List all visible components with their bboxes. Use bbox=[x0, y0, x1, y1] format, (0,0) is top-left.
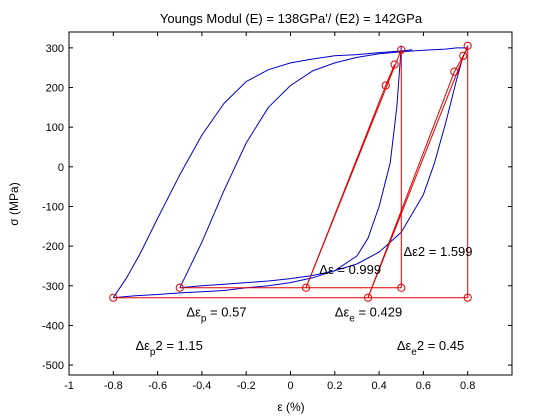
measurement-line bbox=[305, 64, 396, 288]
annotation-label: Δεe = 0.429 bbox=[335, 305, 402, 325]
data-point-marker bbox=[463, 41, 472, 50]
annotation-label: Δεp = 0.57 bbox=[186, 305, 246, 325]
x-tick-label: 0 bbox=[287, 380, 293, 392]
x-tick-label: 0.8 bbox=[460, 380, 475, 392]
y-axis-label: σ (MPa) bbox=[7, 182, 21, 225]
data-point-marker bbox=[363, 293, 373, 302]
y-tick-label: 0 bbox=[58, 162, 64, 174]
tick-layer: -1 -0.8 -0.6 -0.4 -0.2 0 0.2 0.4 0.6 0.8 -500 -400 -… bbox=[42, 32, 512, 392]
y-tick-label: 200 bbox=[46, 83, 64, 95]
x-tick-label: -0.4 bbox=[192, 380, 211, 392]
data-point-marker bbox=[301, 283, 311, 292]
x-tick-label: 0.6 bbox=[416, 380, 431, 392]
y-tick-label: -500 bbox=[42, 360, 64, 372]
x-tick-label: 0.4 bbox=[371, 380, 386, 392]
data-point-marker bbox=[463, 293, 472, 302]
series-layer bbox=[109, 41, 472, 302]
x-tick-label: -0.6 bbox=[148, 380, 167, 392]
data-point-marker bbox=[175, 283, 184, 292]
annotation-layer: Δε2 = 1.599 Δε = 0.999 Δεp = 0.57 Δεe = 0.4… bbox=[135, 244, 472, 358]
annotation-label: Δε = 0.999 bbox=[319, 262, 381, 277]
y-tick-label: -200 bbox=[42, 241, 64, 253]
data-point-marker bbox=[381, 81, 390, 90]
annotation-label: Δε2 = 1.599 bbox=[403, 244, 472, 259]
x-axis-label: ε (%) bbox=[277, 400, 304, 414]
y-tick-label: 100 bbox=[46, 122, 64, 134]
data-point-marker bbox=[397, 45, 406, 54]
annotation-label: Δεe2 = 0.45 bbox=[397, 338, 464, 358]
data-point-marker bbox=[459, 51, 468, 60]
measurement-line bbox=[367, 55, 464, 298]
data-point-marker bbox=[450, 67, 459, 76]
x-tick-label: -0.8 bbox=[104, 380, 123, 392]
annotation-label: Δεp2 = 1.15 bbox=[135, 338, 202, 358]
x-tick-label: -0.2 bbox=[237, 380, 256, 392]
y-tick-label: 300 bbox=[46, 43, 64, 55]
chart-title: Youngs Modul (E) = 138GPa'/ (E2) = 142GP… bbox=[160, 11, 423, 26]
hysteresis-curve bbox=[112, 49, 413, 298]
plot-area bbox=[68, 31, 513, 376]
hysteresis-curve bbox=[179, 47, 468, 289]
x-tick-label: 0.2 bbox=[327, 380, 342, 392]
hysteresis-curve bbox=[113, 45, 402, 299]
x-tick-label: -1 bbox=[64, 380, 74, 392]
data-point-marker bbox=[390, 60, 399, 69]
hysteresis-curve bbox=[179, 47, 469, 289]
y-tick-label: -400 bbox=[42, 320, 64, 332]
data-point-marker bbox=[109, 293, 118, 302]
y-tick-label: -300 bbox=[42, 281, 64, 293]
data-point-marker bbox=[397, 283, 406, 292]
y-tick-label: -100 bbox=[42, 201, 64, 213]
